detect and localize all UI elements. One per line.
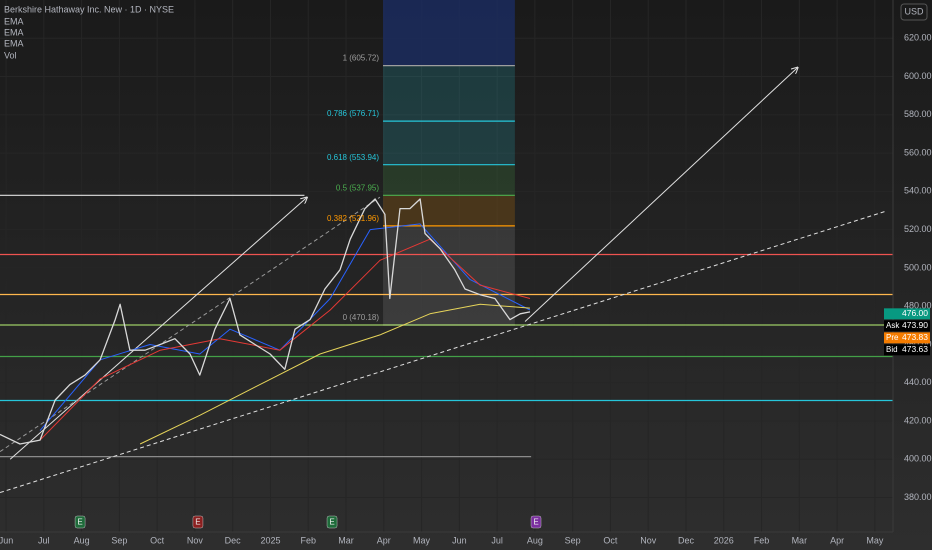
x-tick-label: Feb (300, 535, 316, 545)
y-tick-label: 500.00 (904, 262, 932, 272)
x-tick-label: Jul (491, 535, 503, 545)
y-tick-label: 600.00 (904, 71, 932, 81)
quote-name: Bid (886, 345, 898, 354)
fib-band (383, 65, 515, 122)
fib-top-band (383, 0, 515, 66)
x-tick-label: Sep (565, 535, 581, 545)
event-marker (74, 515, 86, 529)
x-tick-label: Dec (678, 535, 695, 545)
x-tick-label: Jun (452, 535, 467, 545)
event-label: E (195, 518, 200, 527)
quote-name: Pre (886, 333, 899, 342)
fib-label: 0 (470.18) (343, 313, 380, 322)
quote-name: Ask (886, 321, 900, 330)
legend-entry: EMA (4, 38, 24, 48)
plot-area (0, 0, 893, 494)
line-series (39, 238, 531, 441)
fib-label: 0.382 (521.96) (327, 214, 379, 223)
x-tick-label: Apr (377, 535, 391, 545)
x-tick-label: Aug (527, 535, 543, 545)
event-label: E (533, 518, 538, 527)
x-tick-label: Nov (187, 535, 204, 545)
quote-badge (884, 320, 930, 332)
x-tick-label: May (866, 535, 884, 545)
x-tick-label: Mar (792, 535, 808, 545)
trend-line (9, 197, 307, 460)
fib-label: 0.618 (553.94) (327, 153, 379, 162)
x-tick-label: 2025 (260, 535, 280, 545)
y-tick-label: 620.00 (904, 33, 932, 43)
fib-band (383, 121, 515, 165)
x-tick-label: Aug (74, 535, 90, 545)
fib-band (383, 195, 515, 226)
y-tick-label: 580.00 (904, 109, 932, 119)
y-tick-label: 440.00 (904, 377, 932, 387)
trend-line (0, 196, 381, 453)
x-tick-label: May (413, 535, 431, 545)
x-tick-label: Oct (150, 535, 165, 545)
quote-value: 473.63 (902, 344, 928, 354)
y-tick-label: 460.00 (904, 339, 932, 349)
fib-label: 0.786 (576.71) (327, 109, 379, 118)
fib-band (383, 164, 515, 196)
y-tick-label: 380.00 (904, 492, 932, 502)
x-tick-label: 2026 (714, 535, 734, 545)
legend-entry: EMA (4, 16, 24, 26)
legend: Berkshire Hathaway Inc. New · 1D · NYSE … (4, 4, 174, 60)
quote-value: 473.83 (902, 332, 928, 342)
event-marker (192, 515, 204, 529)
quote-badge (884, 332, 930, 344)
event-marker (530, 515, 542, 529)
x-tick-label: Feb (754, 535, 770, 545)
legend-entry: EMA (4, 27, 24, 37)
event-label: E (329, 518, 334, 527)
trend-line (0, 210, 886, 494)
x-tick-label: Sep (111, 535, 127, 545)
fib-label: 1 (605.72) (343, 54, 380, 63)
line-series (139, 303, 531, 445)
fib-label: 0.5 (537.95) (336, 183, 379, 192)
x-tick-label: Jul (38, 535, 50, 545)
x-tick-label: Dec (225, 535, 242, 545)
line-series (0, 198, 531, 445)
currency-box[interactable] (900, 3, 928, 21)
quote-value: 473.90 (902, 320, 928, 330)
chart-title: Berkshire Hathaway Inc. New · 1D · NYSE (4, 4, 174, 14)
y-tick-label: 540.00 (904, 186, 932, 196)
x-tick-label: Apr (830, 535, 844, 545)
quote-badge (884, 344, 930, 356)
y-tick-label: 560.00 (904, 147, 932, 157)
x-tick-label: Jun (0, 535, 13, 545)
event-label: E (77, 518, 82, 527)
quote-badge (884, 308, 930, 320)
y-tick-label: 480.00 (904, 301, 932, 311)
indicator-label: Vol (4, 50, 17, 60)
y-tick-label: 400.00 (904, 454, 932, 464)
y-tick-label: 520.00 (904, 224, 932, 234)
x-tick-label: Mar (338, 535, 354, 545)
x-tick-label: Nov (640, 535, 657, 545)
quote-value: 476.00 (902, 308, 928, 318)
currency[interactable]: USD (904, 6, 924, 16)
x-tick-label: Oct (603, 535, 618, 545)
trend-line (524, 67, 798, 322)
event-marker (326, 515, 338, 529)
y-tick-label: 420.00 (904, 415, 932, 425)
fib-band (383, 225, 515, 325)
